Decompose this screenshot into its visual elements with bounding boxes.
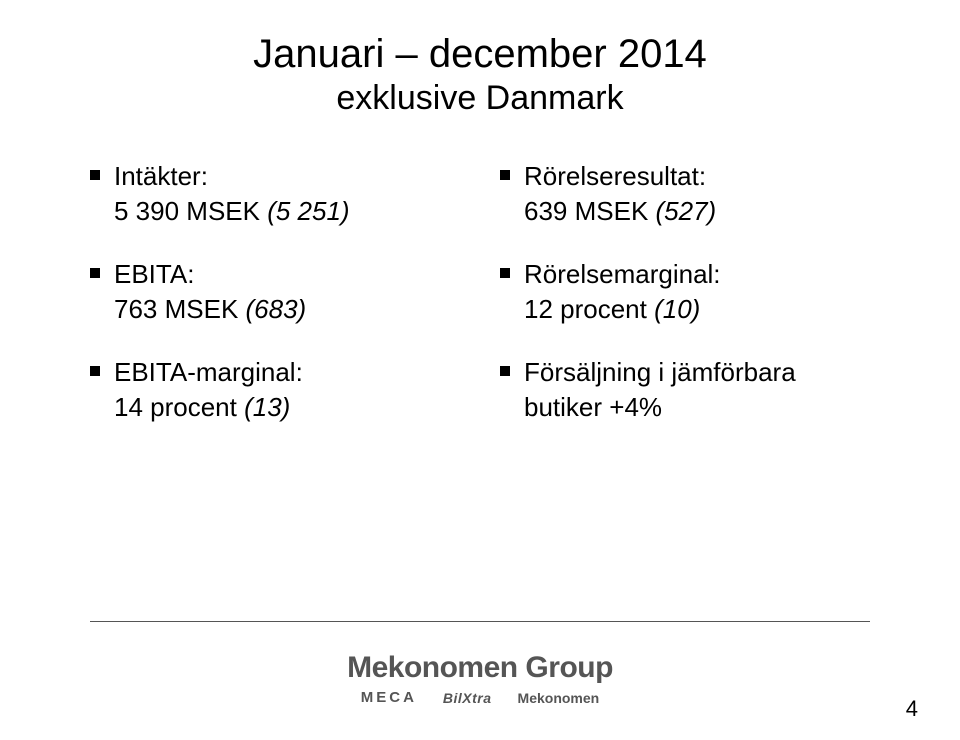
brand-mekonomen-logo: Mekonomen — [518, 690, 600, 706]
metric-value: 12 procent (10) — [524, 292, 721, 327]
metric-label: EBITA: — [114, 257, 306, 292]
metric-label: Försäljning i jämförbara butiker +4% — [524, 355, 870, 425]
bullet-body: Försäljning i jämförbara butiker +4% — [524, 355, 870, 425]
metric-label: Rörelseresultat: — [524, 159, 716, 194]
metric-main: 5 390 MSEK — [114, 196, 267, 226]
bullet-body: EBITA-marginal: 14 procent (13) — [114, 355, 303, 425]
metric-main: 14 procent — [114, 392, 244, 422]
brand-meca-logo: MECA — [361, 689, 417, 706]
metric-main: 763 MSEK — [114, 294, 246, 324]
metric-value: 763 MSEK (683) — [114, 292, 306, 327]
bullet-icon — [500, 170, 510, 180]
bullet-body: Intäkter: 5 390 MSEK (5 251) — [114, 159, 350, 229]
metric-comparative: (527) — [656, 196, 717, 226]
footer: Mekonomen Group MECA BilXtra Mekonomen — [0, 651, 960, 706]
metric-comparative: (13) — [244, 392, 290, 422]
slide: Januari – december 2014 exklusive Danmar… — [0, 0, 960, 740]
bullet-icon — [500, 366, 510, 376]
slide-subtitle: exklusive Danmark — [90, 78, 870, 119]
list-item: Rörelseresultat: 639 MSEK (527) — [500, 159, 870, 229]
page-number: 4 — [906, 696, 918, 722]
right-column: Rörelseresultat: 639 MSEK (527) Rörelsem… — [500, 159, 870, 454]
metric-label: Rörelsemarginal: — [524, 257, 721, 292]
bullet-icon — [500, 268, 510, 278]
content-columns: Intäkter: 5 390 MSEK (5 251) EBITA: 763 … — [90, 159, 870, 454]
list-item: Rörelsemarginal: 12 procent (10) — [500, 257, 870, 327]
list-item: Försäljning i jämförbara butiker +4% — [500, 355, 870, 425]
metric-comparative: (5 251) — [267, 196, 349, 226]
list-item: EBITA-marginal: 14 procent (13) — [90, 355, 460, 425]
metric-value: 14 procent (13) — [114, 390, 303, 425]
metric-comparative: (683) — [246, 294, 307, 324]
bullet-body: Rörelseresultat: 639 MSEK (527) — [524, 159, 716, 229]
bullet-body: Rörelsemarginal: 12 procent (10) — [524, 257, 721, 327]
bullet-icon — [90, 268, 100, 278]
metric-label: EBITA-marginal: — [114, 355, 303, 390]
metric-main: 12 procent — [524, 294, 654, 324]
metric-value: 5 390 MSEK (5 251) — [114, 194, 350, 229]
metric-comparative: (10) — [654, 294, 700, 324]
slide-title: Januari – december 2014 — [90, 30, 870, 78]
title-block: Januari – december 2014 exklusive Danmar… — [90, 30, 870, 119]
footer-divider — [90, 621, 870, 622]
bullet-icon — [90, 366, 100, 376]
brand-row: MECA BilXtra Mekonomen — [0, 689, 960, 706]
bullet-icon — [90, 170, 100, 180]
metric-value: 639 MSEK (527) — [524, 194, 716, 229]
bullet-body: EBITA: 763 MSEK (683) — [114, 257, 306, 327]
metric-main: 639 MSEK — [524, 196, 656, 226]
brand-group-logo: Mekonomen Group — [0, 651, 960, 685]
metric-label: Intäkter: — [114, 159, 350, 194]
list-item: EBITA: 763 MSEK (683) — [90, 257, 460, 327]
left-column: Intäkter: 5 390 MSEK (5 251) EBITA: 763 … — [90, 159, 460, 454]
list-item: Intäkter: 5 390 MSEK (5 251) — [90, 159, 460, 229]
brand-bilxtra-logo: BilXtra — [443, 690, 492, 706]
